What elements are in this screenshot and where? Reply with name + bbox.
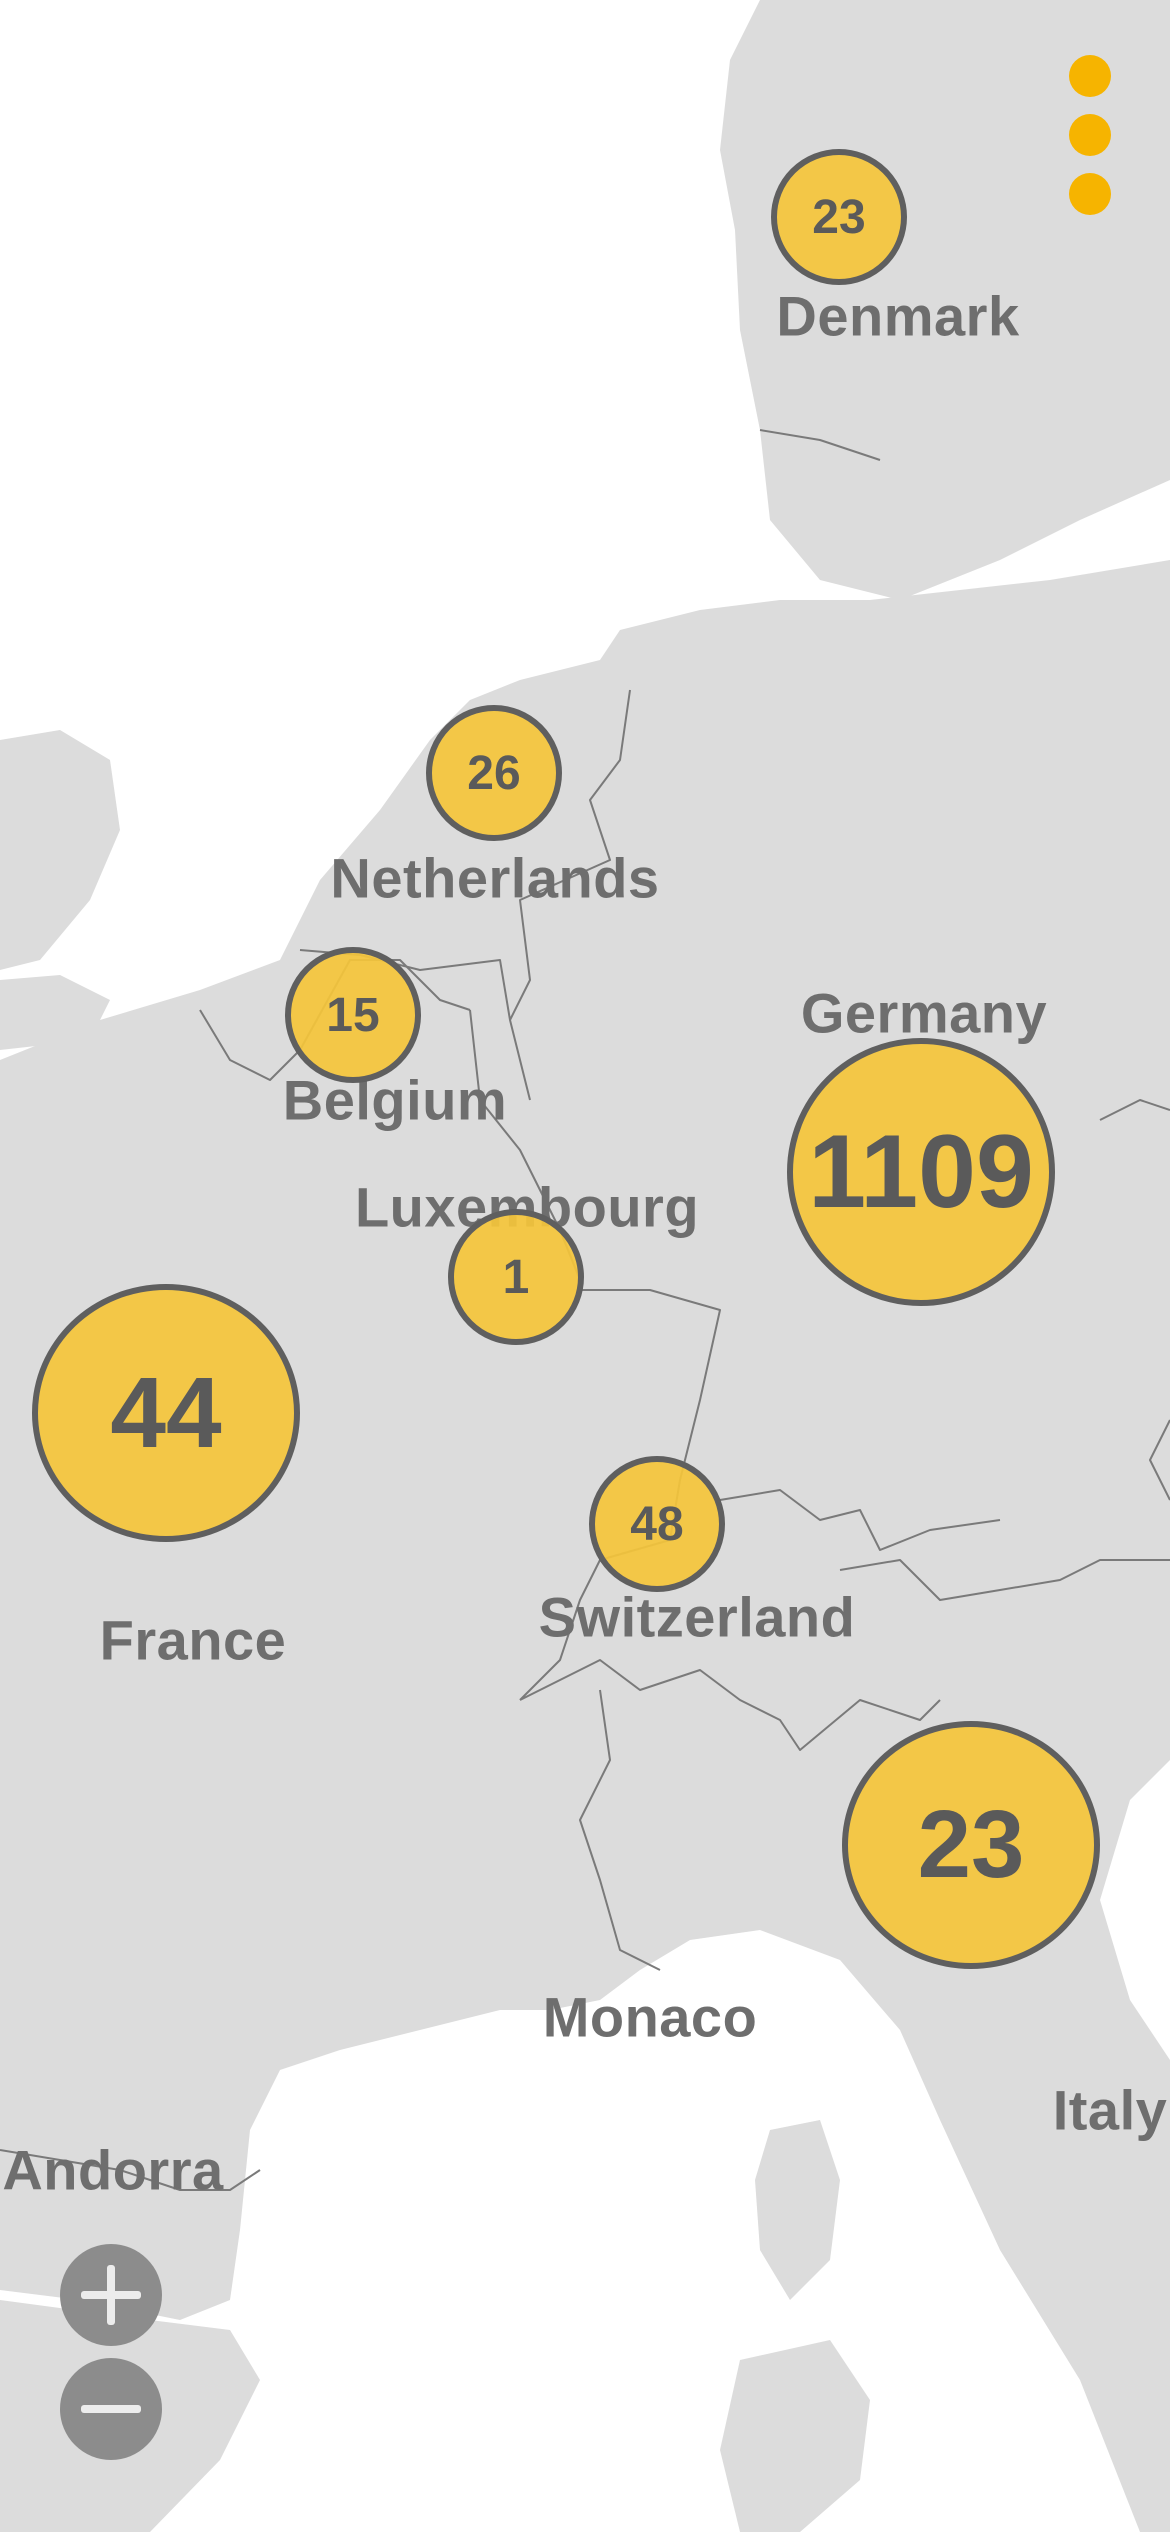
cluster-marker-germany[interactable]: 1109 bbox=[787, 1038, 1055, 1306]
cluster-marker-netherlands[interactable]: 26 bbox=[426, 705, 562, 841]
cluster-marker-luxembourg[interactable]: 1 bbox=[448, 1209, 584, 1345]
border-italy-france bbox=[579, 1689, 661, 1971]
label-italy: Italy bbox=[1052, 2078, 1168, 2142]
menu-dot bbox=[1069, 55, 1111, 97]
border-switzerland bbox=[519, 1659, 941, 1751]
cluster-marker-denmark[interactable]: 23 bbox=[771, 149, 907, 285]
border-denmark-germany bbox=[759, 429, 881, 461]
label-netherlands: Netherlands bbox=[330, 846, 660, 910]
zoom-in-button[interactable] bbox=[60, 2244, 162, 2346]
cluster-marker-switzerland[interactable]: 48 bbox=[589, 1456, 725, 1592]
label-monaco: Monaco bbox=[542, 1985, 758, 2049]
land-great-britain bbox=[0, 730, 120, 970]
label-denmark: Denmark bbox=[776, 284, 1020, 348]
land-sardinia bbox=[720, 2340, 870, 2532]
cluster-marker-belgium[interactable]: 15 bbox=[285, 947, 421, 1083]
cluster-marker-italy[interactable]: 23 bbox=[842, 1721, 1100, 1969]
label-france: France bbox=[99, 1608, 287, 1672]
menu-dot bbox=[1069, 114, 1111, 156]
border-east bbox=[1149, 1419, 1170, 1501]
minus-icon bbox=[81, 2405, 141, 2413]
label-andorra: Andorra bbox=[2, 2138, 224, 2202]
menu-dot bbox=[1069, 173, 1111, 215]
label-belgium: Belgium bbox=[282, 1068, 508, 1132]
plus-icon bbox=[81, 2265, 141, 2325]
label-switzerland: Switzerland bbox=[538, 1585, 856, 1649]
border-austria bbox=[839, 1559, 1170, 1601]
zoom-out-button[interactable] bbox=[60, 2358, 162, 2460]
border-czech bbox=[1099, 1099, 1170, 1121]
label-germany: Germany bbox=[800, 981, 1048, 1045]
cluster-marker-france[interactable]: 44 bbox=[32, 1284, 300, 1542]
border-switzerland-germany bbox=[719, 1489, 1001, 1551]
land-scandinavia-islands bbox=[870, 290, 1000, 400]
land-corsica bbox=[755, 2120, 840, 2300]
more-vertical-icon[interactable] bbox=[1060, 55, 1120, 215]
border-netherlands-germany bbox=[509, 689, 631, 1101]
border-andorra bbox=[0, 2149, 261, 2191]
